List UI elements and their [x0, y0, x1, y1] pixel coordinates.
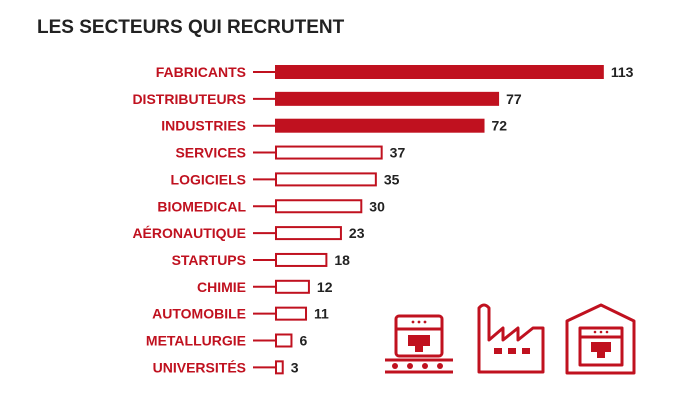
category-label: FABRICANTS [156, 64, 246, 80]
bar [275, 172, 377, 187]
bar [275, 333, 293, 348]
category-label: LOGICIELS [171, 171, 246, 187]
value-label: 3 [291, 359, 299, 375]
category-label: METALLURGIE [146, 333, 246, 349]
value-label: 37 [390, 145, 406, 161]
3d-printer-conveyor-icon [385, 314, 453, 374]
value-label: 23 [349, 225, 365, 241]
value-label: 35 [384, 171, 400, 187]
value-label: 30 [369, 198, 385, 214]
value-label: 6 [299, 333, 307, 349]
category-label: BIOMEDICAL [157, 198, 246, 214]
category-label: STARTUPS [172, 252, 246, 268]
category-label: AÉRONAUTIQUE [132, 225, 246, 241]
category-label: AUTOMOBILE [152, 306, 246, 322]
bar [275, 65, 604, 79]
bar [275, 360, 284, 375]
warehouse-printer-icon [565, 303, 636, 375]
category-label: SERVICES [175, 145, 246, 161]
category-label: DISTRIBUTEURS [132, 91, 246, 107]
value-label: 12 [317, 279, 333, 295]
bar [275, 226, 342, 241]
value-label: 77 [506, 91, 522, 107]
bar [275, 279, 310, 294]
chart-title: LES SECTEURS QUI RECRUTENT [37, 17, 345, 38]
bar [275, 118, 485, 133]
value-label: 113 [611, 64, 634, 80]
bar [275, 91, 500, 106]
factory-icon [477, 303, 545, 374]
bar [275, 306, 308, 321]
category-label: CHIMIE [197, 279, 246, 295]
value-label: 11 [314, 306, 329, 322]
category-label: INDUSTRIES [161, 118, 246, 134]
bar [275, 145, 383, 160]
category-label: UNIVERSITÉS [153, 359, 246, 375]
bar [275, 199, 363, 214]
bar [275, 252, 328, 267]
value-label: 72 [492, 118, 508, 134]
value-label: 18 [334, 252, 350, 268]
